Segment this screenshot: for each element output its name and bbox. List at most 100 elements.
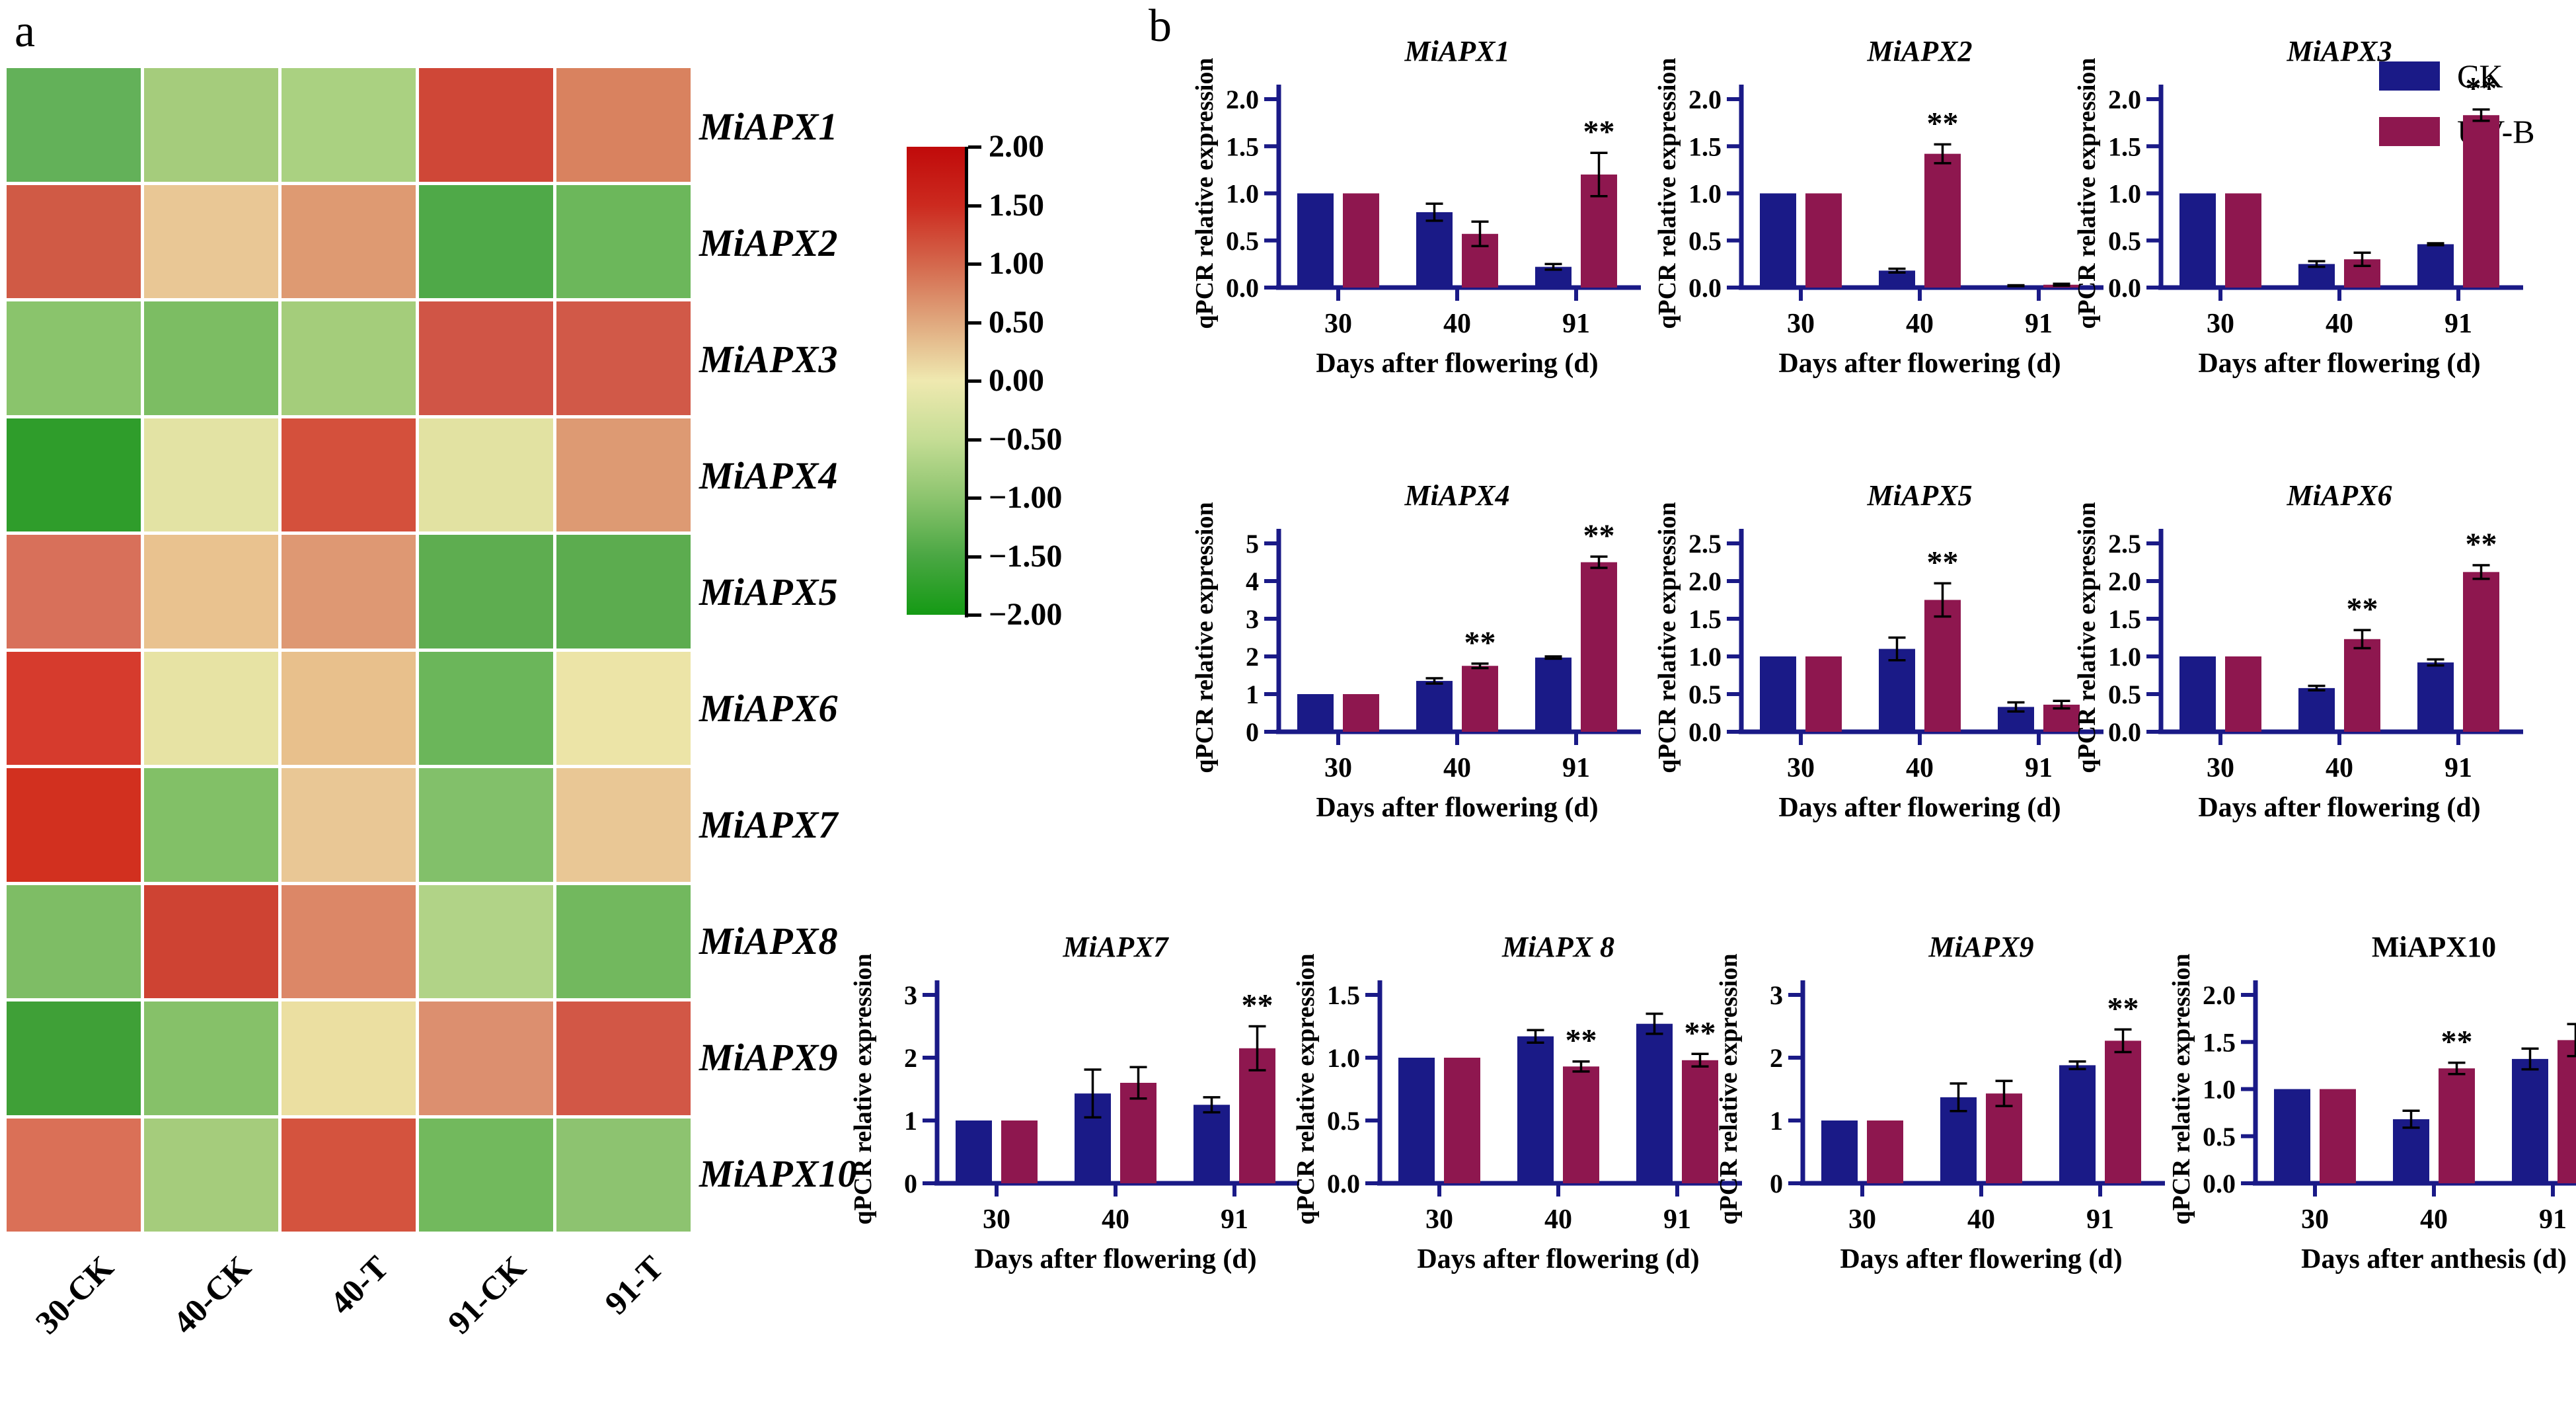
heatmap-cell-MiAPX10-91-CK <box>419 1118 553 1232</box>
bar-uv-b-30 <box>1343 193 1379 288</box>
y-tick-label: 1 <box>904 1106 917 1136</box>
heatmap-row-label: MiAPX9 <box>699 1035 838 1079</box>
y-tick-label: 0.0 <box>2108 717 2141 747</box>
y-axis-title: qPCR relative expression <box>1292 953 1320 1224</box>
bar-chart-miapx10: MiAPX10 0.0 0.5 1.0 1.5 2.0 30 40 91 qPCR relativ… <box>2168 931 2576 1275</box>
bar-uv-b-40 <box>1462 666 1498 732</box>
heatmap-cell-MiAPX8-91-T <box>556 884 691 998</box>
heatmap-cell-MiAPX6-30-CK <box>7 651 141 765</box>
y-tick-label: 3 <box>904 980 917 1010</box>
x-axis-title: Days after flowering (d) <box>1316 348 1598 379</box>
x-tick-label: 40 <box>1906 309 1934 339</box>
y-tick-label: 0 <box>1246 717 1259 747</box>
bar-ck-91 <box>1636 1023 1673 1183</box>
bar-ck-91 <box>2417 662 2454 732</box>
y-tick-label: 1.0 <box>1688 642 1722 672</box>
heatmap-cell-MiAPX6-91-CK <box>419 651 553 765</box>
heatmap-col-label: 30-CK <box>28 1248 120 1341</box>
y-axis-title: qPCR relative expression <box>1191 502 1219 773</box>
colorbar-tick-label: −1.00 <box>989 480 1063 515</box>
x-tick-label: 91 <box>2444 753 2472 783</box>
bar-chart-miapx1: MiAPX1 0.0 0.5 1.0 1.5 2.0 30 40 91 qPCR relative… <box>1191 35 1641 379</box>
x-axis-title: Days after flowering (d) <box>1417 1244 1699 1275</box>
x-tick-label: 91 <box>2444 309 2472 339</box>
x-tick-label: 91 <box>2025 753 2053 783</box>
bar-uv-b-30 <box>1805 193 1842 288</box>
heatmap <box>7 68 691 1232</box>
colorbar-tick-mark <box>968 496 981 500</box>
bar-ck-40 <box>1416 681 1453 732</box>
y-tick-label: 1 <box>1246 680 1259 709</box>
y-tick-label: 0.5 <box>1226 226 1259 256</box>
heatmap-cell-MiAPX9-30-CK <box>7 1002 141 1115</box>
y-tick-label: 0.5 <box>1688 226 1722 256</box>
y-axis-title: qPCR relative expression <box>2168 953 2195 1224</box>
heatmap-col-label: 40-CK <box>165 1248 258 1341</box>
heatmap-cell-MiAPX1-40-T <box>282 68 416 182</box>
y-tick-label: 0.0 <box>1226 273 1259 303</box>
y-tick-label: 0 <box>1770 1169 1783 1198</box>
colorbar-tick-mark <box>968 204 981 208</box>
bar-chart-miapx4: MiAPX4 0 1 2 3 4 5 30 40 91 qPCR relative expressi… <box>1191 479 1641 823</box>
y-tick-label: 0.5 <box>2108 680 2141 709</box>
heatmap-col-label: 91-CK <box>440 1248 533 1341</box>
y-tick-label: 2.0 <box>1226 85 1259 114</box>
heatmap-cell-MiAPX10-91-T <box>556 1118 691 1232</box>
y-tick-label: 1.5 <box>1688 132 1722 161</box>
y-tick-label: 1 <box>1770 1106 1783 1136</box>
heatmap-cell-MiAPX2-40-CK <box>144 184 278 298</box>
heatmap-cell-MiAPX7-40-CK <box>144 768 278 882</box>
heatmap-cell-MiAPX7-91-CK <box>419 768 553 882</box>
heatmap-row-label: MiAPX7 <box>699 803 838 846</box>
panel-b-label: b <box>1149 1 1172 52</box>
y-tick-label: 1.5 <box>2108 132 2141 161</box>
x-axis-title: Days after flowering (d) <box>1840 1244 2122 1275</box>
heatmap-cell-MiAPX2-91-CK <box>419 184 553 298</box>
bar-ck-30 <box>1760 193 1796 288</box>
x-tick-label: 40 <box>1544 1204 1572 1235</box>
bar-uv-b-30 <box>1805 656 1842 732</box>
significance-marker: ** <box>1566 1023 1597 1058</box>
heatmap-cell-MiAPX8-40-T <box>282 884 416 998</box>
significance-marker: ** <box>2466 527 2497 562</box>
y-tick-label: 5 <box>1246 529 1259 559</box>
bar-ck-30 <box>2179 656 2216 732</box>
bar-chart-miapx9: MiAPX9 0 1 2 3 30 40 91 qPCR relative expression… <box>1715 931 2165 1275</box>
y-tick-label: 0.5 <box>2203 1122 2236 1152</box>
bar-uv-b-91 <box>2105 1041 2141 1183</box>
colorbar-axis <box>965 147 968 617</box>
colorbar-tick-label: 1.50 <box>989 187 1044 223</box>
x-axis-title: Days after flowering (d) <box>2198 348 2480 379</box>
heatmap-cell-MiAPX2-40-T <box>282 184 416 298</box>
colorbar-tick-mark <box>968 613 981 617</box>
heatmap-cell-MiAPX3-30-CK <box>7 301 141 415</box>
y-tick-label: 1.0 <box>2108 179 2141 209</box>
bar-ck-30 <box>1821 1120 1858 1183</box>
y-tick-label: 2.0 <box>2108 85 2141 114</box>
significance-marker: ** <box>1927 106 1959 141</box>
colorbar-tick-label: 2.00 <box>989 129 1044 164</box>
heatmap-cell-MiAPX7-30-CK <box>7 768 141 882</box>
bar-chart-miapx7: MiAPX7 0 1 2 3 30 40 91 qPCR relative expression… <box>849 931 1299 1275</box>
heatmap-cell-MiAPX3-40-CK <box>144 301 278 415</box>
heatmap-cell-MiAPX9-91-CK <box>419 1002 553 1115</box>
heatmap-cell-MiAPX9-40-CK <box>144 1002 278 1115</box>
chart-title: MiAPX6 <box>2287 479 2392 512</box>
colorbar-tick-mark <box>968 262 981 266</box>
x-tick-label: 30 <box>983 1204 1010 1235</box>
heatmap-cell-MiAPX4-91-CK <box>419 418 553 531</box>
heatmap-cell-MiAPX8-30-CK <box>7 884 141 998</box>
bar-ck-91 <box>1193 1105 1230 1183</box>
significance-marker: ** <box>2107 991 2139 1026</box>
chart-title: MiAPX7 <box>1063 931 1170 963</box>
heatmap-row-label: MiAPX1 <box>699 104 838 148</box>
heatmap-cell-MiAPX5-40-T <box>282 535 416 648</box>
bar-ck-91 <box>2059 1065 2096 1183</box>
bar-ck-40 <box>1879 648 1915 732</box>
bar-ck-91 <box>1535 657 1572 732</box>
x-tick-label: 30 <box>1425 1204 1453 1235</box>
bar-uv-b-91 <box>2557 1040 2576 1183</box>
heatmap-row-label: MiAPX3 <box>699 337 838 381</box>
heatmap-row-label: MiAPX10 <box>699 1152 857 1195</box>
